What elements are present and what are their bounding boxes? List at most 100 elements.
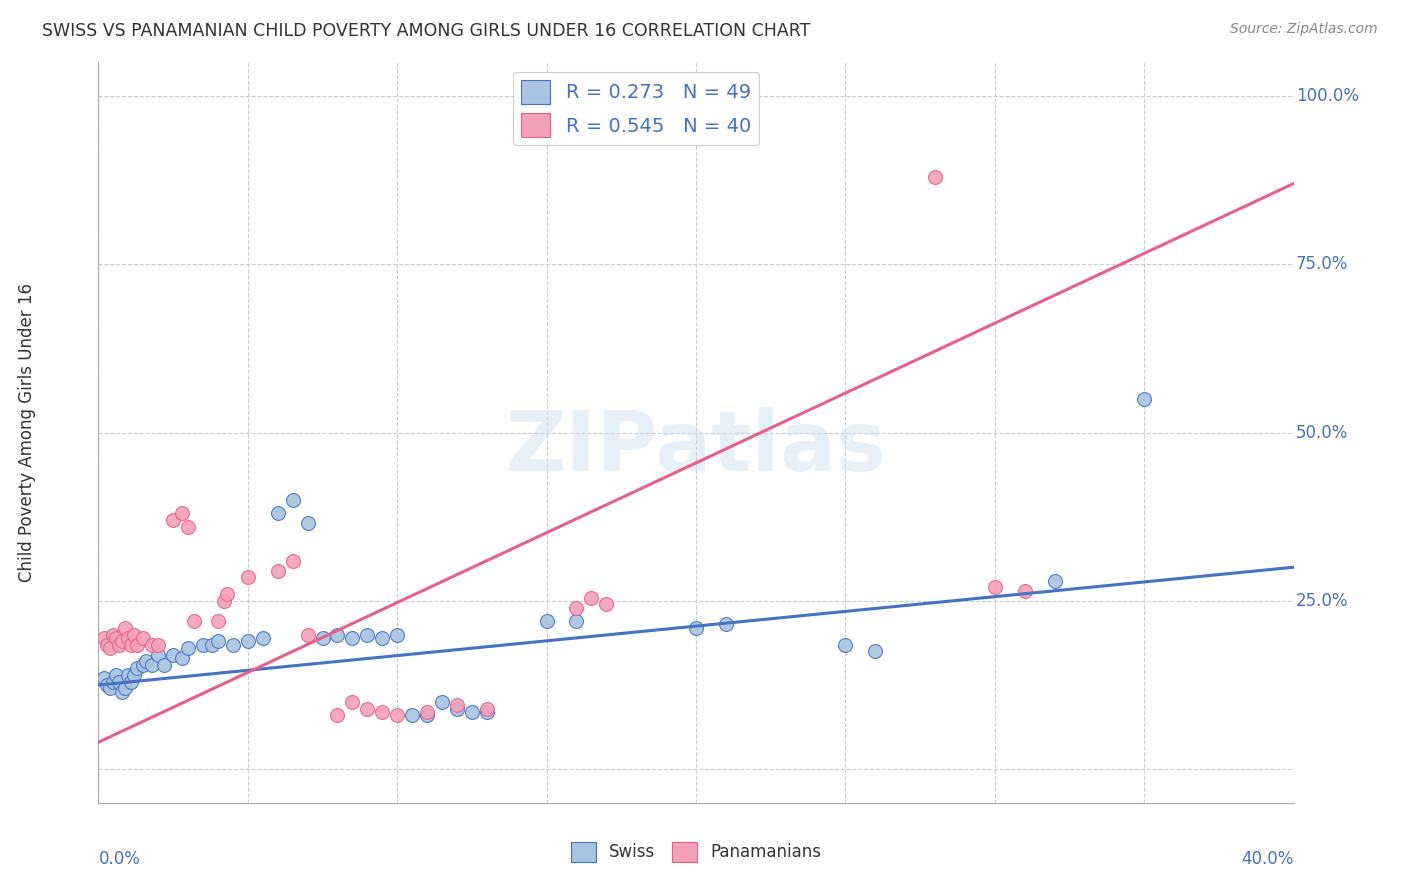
Point	[281, 492, 304, 507]
Point	[212, 594, 235, 608]
Point	[565, 600, 588, 615]
Point	[201, 638, 224, 652]
Point	[127, 661, 149, 675]
Point	[93, 631, 115, 645]
Point	[222, 638, 245, 652]
Text: 100.0%: 100.0%	[1296, 87, 1360, 105]
Point	[342, 631, 364, 645]
Point	[148, 638, 170, 652]
Point	[132, 657, 155, 672]
Point	[581, 591, 603, 605]
Point	[124, 627, 146, 641]
Point	[297, 627, 319, 641]
Point	[475, 701, 498, 715]
Text: 25.0%: 25.0%	[1296, 592, 1348, 610]
Point	[236, 634, 259, 648]
Point	[177, 520, 200, 534]
Point	[281, 553, 304, 567]
Point	[177, 640, 200, 655]
Point	[1014, 583, 1036, 598]
Text: ZIPatlas: ZIPatlas	[506, 407, 886, 488]
Point	[371, 631, 394, 645]
Point	[385, 708, 409, 723]
Point	[446, 698, 468, 713]
Point	[172, 651, 194, 665]
Point	[127, 638, 149, 652]
Point	[685, 621, 707, 635]
Point	[267, 564, 290, 578]
Point	[326, 708, 349, 723]
Point	[416, 705, 439, 719]
Point	[117, 668, 139, 682]
Point	[356, 627, 378, 641]
Point	[153, 657, 176, 672]
Point	[326, 627, 349, 641]
Text: 50.0%: 50.0%	[1296, 424, 1348, 442]
Point	[536, 614, 558, 628]
Point	[108, 638, 131, 652]
Point	[385, 627, 409, 641]
Text: Source: ZipAtlas.com: Source: ZipAtlas.com	[1230, 22, 1378, 37]
Point	[141, 638, 163, 652]
Point	[120, 638, 142, 652]
Point	[98, 640, 122, 655]
Point	[461, 705, 484, 719]
Point	[297, 516, 319, 531]
Point	[714, 617, 737, 632]
Point	[595, 597, 617, 611]
Point	[141, 657, 163, 672]
Point	[342, 695, 364, 709]
Point	[834, 638, 856, 652]
Point	[401, 708, 423, 723]
Point	[120, 674, 142, 689]
Text: SWISS VS PANAMANIAN CHILD POVERTY AMONG GIRLS UNDER 16 CORRELATION CHART: SWISS VS PANAMANIAN CHILD POVERTY AMONG …	[42, 22, 810, 40]
Point	[96, 678, 118, 692]
Point	[162, 648, 184, 662]
Point	[924, 169, 946, 184]
Point	[108, 674, 131, 689]
Point	[475, 705, 498, 719]
Point	[446, 701, 468, 715]
Legend: Swiss, Panamanians: Swiss, Panamanians	[564, 835, 828, 869]
Point	[111, 685, 134, 699]
Point	[371, 705, 394, 719]
Point	[162, 513, 184, 527]
Point	[103, 674, 125, 689]
Point	[267, 507, 290, 521]
Text: 75.0%: 75.0%	[1296, 255, 1348, 273]
Point	[252, 631, 274, 645]
Point	[135, 655, 157, 669]
Point	[311, 631, 333, 645]
Point	[172, 507, 194, 521]
Point	[416, 708, 439, 723]
Point	[148, 648, 170, 662]
Point	[124, 668, 146, 682]
Point	[117, 631, 139, 645]
Point	[215, 587, 238, 601]
Point	[191, 638, 214, 652]
Point	[356, 701, 378, 715]
Point	[114, 621, 136, 635]
Point	[865, 644, 887, 658]
Point	[565, 614, 588, 628]
Point	[114, 681, 136, 696]
Text: 40.0%: 40.0%	[1241, 850, 1294, 868]
Point	[207, 614, 229, 628]
Point	[207, 634, 229, 648]
Point	[96, 638, 118, 652]
Point	[103, 627, 125, 641]
Point	[183, 614, 205, 628]
Point	[984, 581, 1007, 595]
Point	[93, 671, 115, 685]
Point	[236, 570, 259, 584]
Text: Child Poverty Among Girls Under 16: Child Poverty Among Girls Under 16	[18, 283, 35, 582]
Point	[1043, 574, 1066, 588]
Text: 0.0%: 0.0%	[98, 850, 141, 868]
Point	[1133, 392, 1156, 406]
Point	[105, 668, 128, 682]
Point	[430, 695, 453, 709]
Point	[111, 634, 134, 648]
Point	[105, 631, 128, 645]
Point	[98, 681, 122, 696]
Point	[132, 631, 155, 645]
